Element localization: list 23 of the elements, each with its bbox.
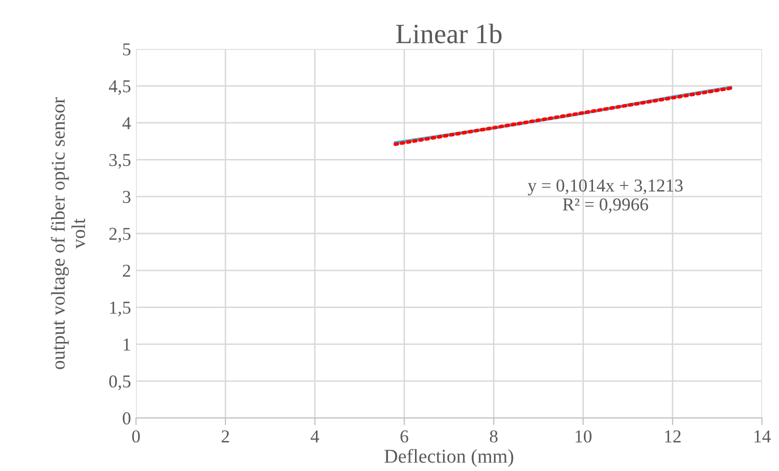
x-tick-label: 6 bbox=[400, 430, 408, 443]
y-tick-label: 3 bbox=[122, 190, 130, 204]
y-tick-label: 1 bbox=[124, 338, 130, 350]
x-tick-label: 8 bbox=[490, 430, 498, 443]
y-tick-label: 0,5 bbox=[109, 375, 130, 390]
y-tick-label: 2,5 bbox=[109, 228, 130, 243]
annotation: y = 0,1014x + 3,1213 R² = 0,9966 bbox=[528, 179, 683, 214]
y-tick-label: 1,5 bbox=[110, 302, 130, 316]
y-tick-label: 4,5 bbox=[108, 80, 130, 95]
y-tick-label: 2 bbox=[122, 264, 130, 277]
x-tick-label: 0 bbox=[132, 430, 140, 443]
chart-title: Linear 1b bbox=[396, 24, 502, 44]
x-tick-label: 10 bbox=[576, 430, 592, 443]
y-tick-label: 3,5 bbox=[109, 154, 130, 169]
x-tick-label: 14 bbox=[754, 430, 771, 442]
x-tick-label: 12 bbox=[665, 430, 681, 442]
x-tick-label: 2 bbox=[222, 430, 229, 442]
y-axis-title: output voltage of fiber optic sensor volt bbox=[50, 97, 86, 370]
x-tick-label: 4 bbox=[310, 430, 320, 442]
y-tick-label: 5 bbox=[123, 43, 130, 56]
y-tick-label: 0 bbox=[122, 412, 130, 424]
x-axis-title: Deflection (mm) bbox=[384, 448, 514, 467]
y-tick-label: 4 bbox=[122, 117, 131, 130]
